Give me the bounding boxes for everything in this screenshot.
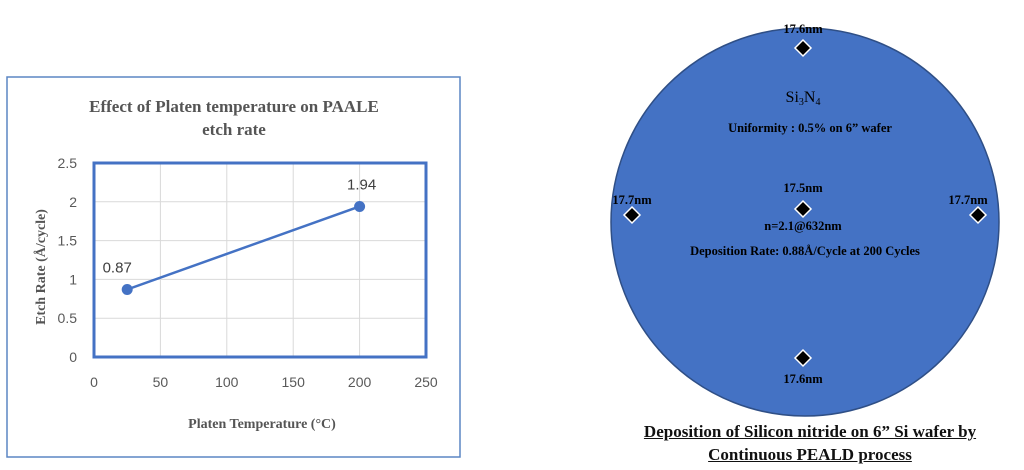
caption-line1: Deposition of Silicon nitride on 6” Si w…: [643, 422, 977, 441]
data-label: 0.87: [103, 259, 132, 276]
y-tick-label: 2: [69, 194, 77, 210]
y-tick-label: 1: [69, 271, 77, 287]
y-tick-label: 0.5: [58, 310, 78, 326]
y-tick-label: 0: [69, 349, 77, 365]
point-top-marker: [793, 38, 813, 58]
x-axis-ticks: 0 50 100 150 200 250: [90, 374, 438, 390]
y-tick-label: 1.5: [58, 233, 78, 249]
point-right-marker: [968, 205, 988, 225]
x-tick-label: 0: [90, 374, 98, 390]
wafer-refractive-index: n=2.1@632nm: [764, 219, 842, 233]
data-label: 1.94: [347, 176, 376, 193]
point-bottom-marker: [793, 348, 813, 368]
point-top-label: 17.6nm: [783, 22, 823, 36]
chart-series: 0.87 1.94: [103, 176, 376, 295]
x-tick-label: 250: [414, 374, 438, 390]
point-right-label: 17.7nm: [948, 193, 988, 207]
point-bottom-label: 17.6nm: [783, 372, 823, 386]
wafer-point-bottom: 17.6nm: [783, 348, 823, 386]
wafer-circle: [610, 27, 1000, 417]
wafer-point-top: 17.6nm: [783, 22, 823, 58]
y-axis-ticks: 0 0.5 1 1.5 2 2.5: [58, 155, 78, 365]
data-point: [121, 283, 133, 295]
point-center-label: 17.5nm: [783, 181, 823, 195]
x-axis-label: Platen Temperature (°C): [188, 417, 336, 432]
data-point: [354, 200, 366, 212]
wafer-deposition-rate: Deposition Rate: 0.88Å/Cycle at 200 Cycl…: [690, 244, 920, 258]
wafer-point-center: 17.5nm: [783, 181, 823, 219]
chart-frame: [6, 76, 461, 458]
series-line: [126, 205, 361, 291]
x-tick-label: 100: [215, 374, 239, 390]
x-tick-label: 150: [282, 374, 306, 390]
x-tick-label: 200: [348, 374, 372, 390]
point-left-marker: [622, 205, 642, 225]
point-left-label: 17.7nm: [612, 193, 652, 207]
wafer-point-left: 17.7nm: [612, 193, 652, 225]
plot-area-border: [92, 161, 428, 359]
chart-title-line1: Effect of Platen temperature on PAALE: [89, 97, 379, 116]
chart-title-line2: etch rate: [202, 120, 266, 139]
figure-caption: Deposition of Silicon nitride on 6” Si w…: [600, 420, 1020, 466]
point-center-marker: [793, 199, 813, 219]
y-tick-label: 2.5: [58, 155, 78, 171]
x-tick-label: 50: [153, 374, 169, 390]
wafer-point-right: 17.7nm: [948, 193, 988, 225]
y-axis-label: Etch Rate (Å/cycle): [33, 209, 49, 325]
wafer-material-formula: Si3N4: [786, 89, 821, 108]
caption-line2: Continuous PEALD process: [708, 445, 912, 464]
wafer-uniformity: Uniformity : 0.5% on 6” wafer: [728, 121, 892, 135]
